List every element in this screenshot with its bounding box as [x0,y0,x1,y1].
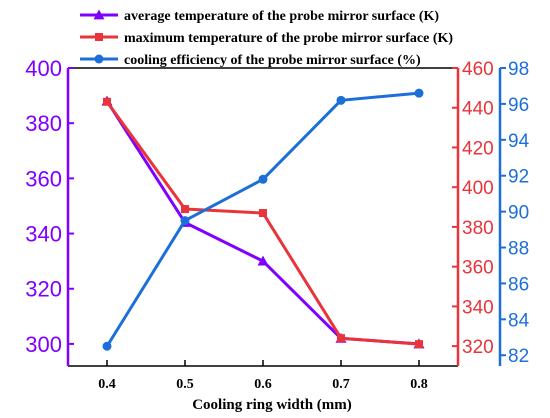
right-axis-1-tick-label: 340 [462,297,494,318]
series-line-cooling-efficiency [105,91,420,348]
series-maximum-temperature [103,97,423,349]
legend-marker [94,54,104,64]
right-axis-2-tick-label: 98 [508,59,529,80]
right-y-axis-max-temperature: 320 340 360 380 400 420 440 460 [452,59,494,366]
series-layer [101,88,425,351]
data-point-maximum-temperature [337,334,345,343]
x-axis-tick-label: 0.4 [98,377,116,392]
right-axis-1-tick-label: 420 [462,138,494,159]
data-point-maximum-temperature [103,97,111,106]
legend-label: cooling efficiency of the probe mirror s… [124,53,421,68]
data-point-cooling-efficiency [180,216,190,226]
right-axis-1-tick-label: 320 [462,337,494,358]
x-axis-tick-label: 0.7 [332,377,350,392]
right-axis-1-tick-label: 400 [462,178,494,199]
series-line-maximum-temperature [105,100,420,346]
right-axis-2-tick-label: 96 [508,95,529,116]
legend: average temperature of the probe mirror … [80,9,453,68]
left-axis-tick-label: 320 [25,277,62,302]
legend-label: average temperature of the probe mirror … [124,9,439,24]
right-axis-2-tick-label: 92 [508,167,529,188]
right-axis-1-tick-label: 360 [462,258,494,279]
x-axis: 0.4 0.5 0.6 0.7 0.8 [98,360,428,392]
x-axis-tick-label: 0.5 [176,377,194,392]
left-axis-tick-label: 360 [25,166,62,191]
legend-label: maximum temperature of the probe mirror … [124,31,453,46]
right-axis-1-tick-label: 440 [462,99,494,120]
left-y-axis: 300 320 340 360 380 400 [25,56,74,366]
right-axis-2-tick-label: 88 [508,239,529,260]
data-point-cooling-efficiency [336,95,346,105]
left-axis-tick-label: 380 [25,111,62,136]
legend-item-cooling-efficiency: cooling efficiency of the probe mirror s… [80,53,421,68]
left-axis-tick-label: 300 [25,332,62,357]
data-point-maximum-temperature [181,205,189,214]
right-axis-2-tick-label: 82 [508,346,529,367]
x-axis-label: Cooling ring width (mm) [192,397,352,413]
x-axis-tick-label: 0.6 [254,377,272,392]
right-axis-2-tick-label: 84 [508,310,530,331]
right-axis-1-tick-label: 380 [462,218,494,239]
legend-item-maximum-temperature: maximum temperature of the probe mirror … [80,31,453,46]
data-point-maximum-temperature [259,209,267,218]
data-point-maximum-temperature [415,340,423,349]
legend-marker [95,33,103,41]
series-average-temperature [101,95,425,349]
data-point-average-temperature [257,255,269,266]
series-line-average-temperature [105,100,420,346]
right-y-axis-cooling-efficiency: 82 84 86 88 90 92 94 96 98 [498,59,530,367]
data-point-cooling-efficiency [414,88,424,98]
data-point-cooling-efficiency [102,341,112,351]
data-point-cooling-efficiency [258,174,268,184]
right-axis-2-tick-label: 90 [508,203,529,224]
left-axis-tick-label: 340 [25,222,62,247]
right-axis-1-tick-label: 460 [462,59,494,80]
series-cooling-efficiency [102,88,424,351]
right-axis-2-tick-label: 86 [508,274,529,295]
x-axis-tick-label: 0.8 [410,377,428,392]
legend-marker [93,9,105,20]
legend-item-average-temperature: average temperature of the probe mirror … [80,9,439,24]
right-axis-2-tick-label: 94 [508,131,530,152]
left-axis-tick-label: 400 [25,56,62,81]
